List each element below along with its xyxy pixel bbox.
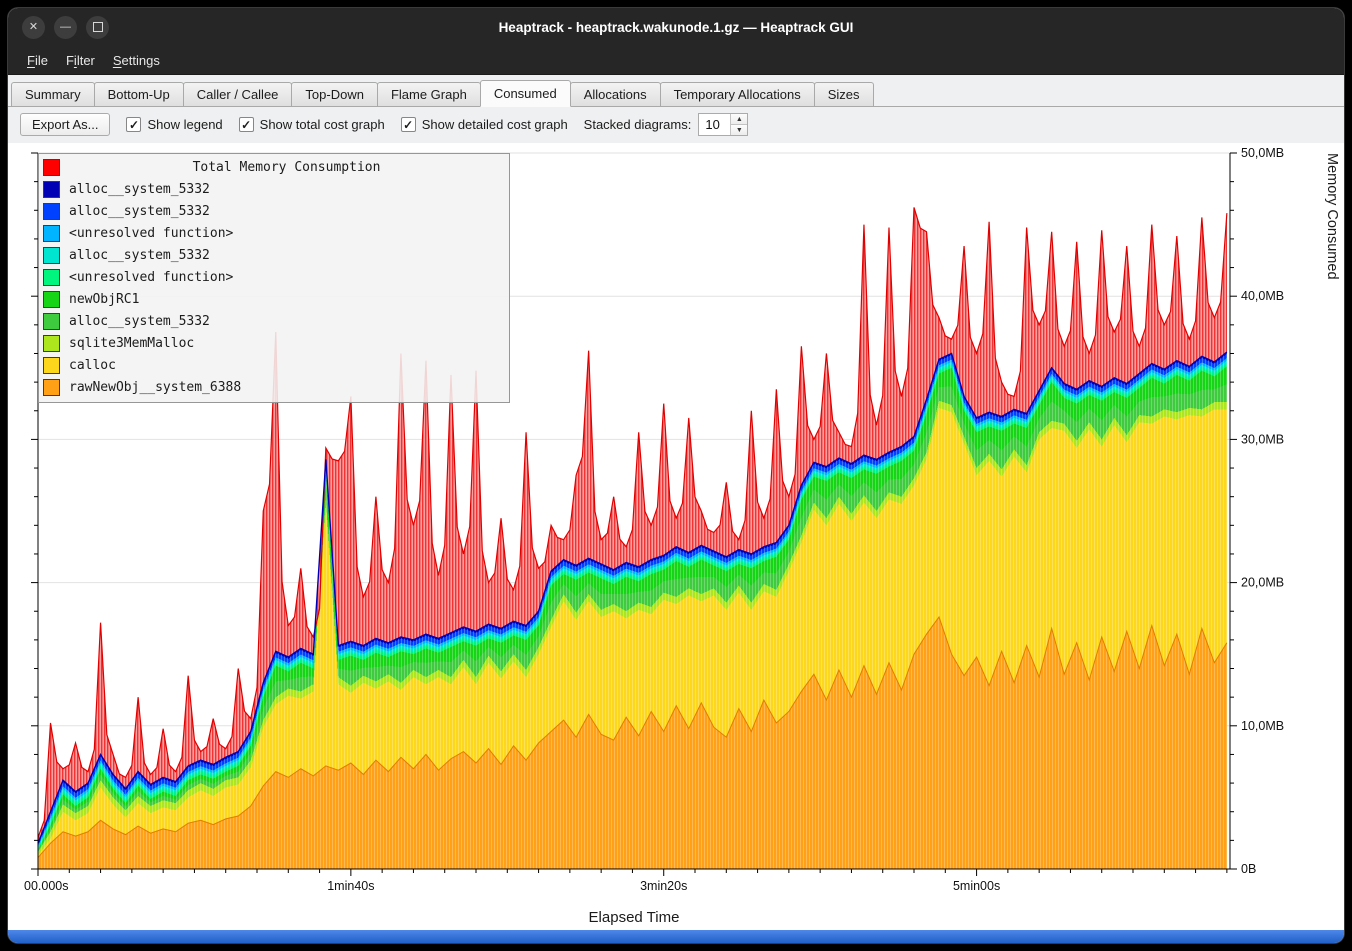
svg-text:10,0MB: 10,0MB: [1241, 719, 1284, 733]
legend-title: Total Memory Consumption: [192, 159, 381, 175]
x-axis-title: Elapsed Time: [588, 909, 680, 926]
legend-swatch: [43, 356, 60, 374]
legend-swatch: [43, 334, 60, 352]
chevron-up-icon: ▲: [735, 115, 743, 123]
legend-row: <unresolved function>: [41, 266, 504, 288]
tab-bar: Summary Bottom-Up Caller / Callee Top-Down F…: [8, 75, 1344, 107]
tab-consumed[interactable]: Consumed: [479, 80, 571, 107]
checkbox-label: Show detailed cost graph: [421, 117, 568, 132]
legend-swatch: [43, 268, 60, 286]
toolbar-checkboxes: ✓ Show legend ✓ Show total cost graph ✓ Show …: [126, 117, 568, 132]
svg-text:20,0MB: 20,0MB: [1241, 576, 1284, 590]
window-controls: ✕ —: [8, 15, 109, 39]
legend-label: alloc__system_5332: [69, 313, 210, 329]
checkbox-box: ✓: [238, 117, 254, 132]
legend-row: sqlite3MemMalloc: [41, 332, 504, 354]
chart-area: 0B 10,0MB 20,0MB 30,0MB 40,0MB 50,0MB 00.000s 1…: [8, 143, 1344, 930]
legend-swatch: [43, 290, 60, 308]
window-title: Heaptrack - heaptrack.wakunode.1.gz — He…: [498, 19, 854, 35]
spinbox-up-button[interactable]: ▲: [731, 114, 748, 124]
checkbox-label: Show legend: [147, 117, 223, 132]
svg-text:1min40s: 1min40s: [327, 879, 374, 893]
legend-row: calloc: [41, 354, 504, 376]
y-axis-title: Memory Consumed: [1324, 153, 1340, 280]
maximize-button[interactable]: [86, 15, 109, 39]
legend-label: alloc__system_5332: [69, 181, 210, 197]
legend-label: alloc__system_5332: [69, 203, 210, 219]
close-button[interactable]: ✕: [22, 15, 45, 39]
legend-label: <unresolved function>: [69, 225, 234, 241]
close-icon: ✕: [28, 20, 39, 33]
legend-row: alloc__system_5332: [41, 244, 504, 266]
svg-text:0B: 0B: [1241, 862, 1256, 876]
tab-allocations[interactable]: Allocations: [569, 82, 661, 106]
spinbox-down-button[interactable]: ▼: [731, 124, 748, 135]
svg-text:3min20s: 3min20s: [640, 879, 687, 893]
tab-caller-callee[interactable]: Caller / Callee: [182, 82, 293, 106]
checkbox-box: ✓: [126, 117, 142, 132]
legend-swatch: [43, 202, 60, 220]
tab-summary[interactable]: Summary: [11, 82, 95, 106]
stacked-diagrams-label: Stacked diagrams:: [583, 117, 692, 132]
minimize-icon: —: [60, 20, 71, 33]
svg-text:5min00s: 5min00s: [953, 879, 1000, 893]
legend-row: newObjRC1: [41, 288, 504, 310]
svg-text:00.000s: 00.000s: [24, 879, 68, 893]
tab-top-down[interactable]: Top-Down: [291, 82, 378, 106]
legend-swatch: [43, 312, 60, 330]
legend-row: rawNewObj__system_6388: [41, 376, 504, 398]
legend-label: calloc: [69, 357, 116, 373]
checkbox-label: Show total cost graph: [259, 117, 385, 132]
svg-text:50,0MB: 50,0MB: [1241, 146, 1284, 160]
bottom-accent-bar: [8, 930, 1344, 943]
minimize-button[interactable]: —: [54, 15, 77, 39]
svg-text:40,0MB: 40,0MB: [1241, 289, 1284, 303]
tab-sizes[interactable]: Sizes: [813, 82, 874, 106]
stacked-diagrams-control: Stacked diagrams: 10 ▲ ▼: [584, 113, 749, 136]
legend-swatch: [43, 158, 60, 176]
consumption-chart[interactable]: 0B 10,0MB 20,0MB 30,0MB 40,0MB 50,0MB 00.000s 1…: [8, 143, 1344, 909]
application-window: ✕ — Heaptrack - heaptrack.wakunode.1.gz …: [8, 8, 1344, 943]
chart-legend: Total Memory Consumption alloc__system_53…: [38, 153, 510, 403]
legend-label: sqlite3MemMalloc: [69, 335, 195, 351]
legend-label: <unresolved function>: [69, 269, 234, 285]
legend-swatch: [43, 180, 60, 198]
stacked-diagrams-spinbox[interactable]: 10 ▲ ▼: [698, 113, 749, 136]
legend-row: <unresolved function>: [41, 222, 504, 244]
checkbox-show-detailed-cost-graph[interactable]: ✓ Show detailed cost graph: [400, 117, 568, 132]
title-bar: ✕ — Heaptrack - heaptrack.wakunode.1.gz …: [8, 8, 1344, 46]
legend-swatch: [43, 246, 60, 264]
legend-swatch: [43, 378, 60, 396]
spinbox-value: 10: [705, 117, 720, 132]
legend-label: rawNewObj__system_6388: [69, 379, 242, 395]
export-as-button[interactable]: Export As...: [20, 113, 111, 136]
legend-label: newObjRC1: [69, 291, 140, 307]
legend-label: alloc__system_5332: [69, 247, 210, 263]
checkbox-box: ✓: [400, 117, 416, 132]
legend-row: Total Memory Consumption: [41, 156, 504, 178]
tab-temporary-allocations[interactable]: Temporary Allocations: [659, 82, 815, 106]
chevron-down-icon: ▼: [735, 126, 743, 134]
tab-bottom-up[interactable]: Bottom-Up: [93, 82, 184, 106]
legend-row: alloc__system_5332: [41, 310, 504, 332]
maximize-icon: [92, 22, 103, 32]
tab-flame-graph[interactable]: Flame Graph: [376, 82, 481, 106]
svg-text:30,0MB: 30,0MB: [1241, 432, 1284, 446]
checkbox-show-legend[interactable]: ✓ Show legend: [126, 117, 223, 132]
legend-row: alloc__system_5332: [41, 178, 504, 200]
toolbar: Export As... ✓ Show legend ✓ Show total cos…: [8, 107, 1344, 143]
legend-swatch: [43, 224, 60, 242]
legend-row: alloc__system_5332: [41, 200, 504, 222]
spinbox-buttons: ▲ ▼: [730, 114, 748, 135]
checkbox-show-total-cost-graph[interactable]: ✓ Show total cost graph: [238, 117, 385, 132]
